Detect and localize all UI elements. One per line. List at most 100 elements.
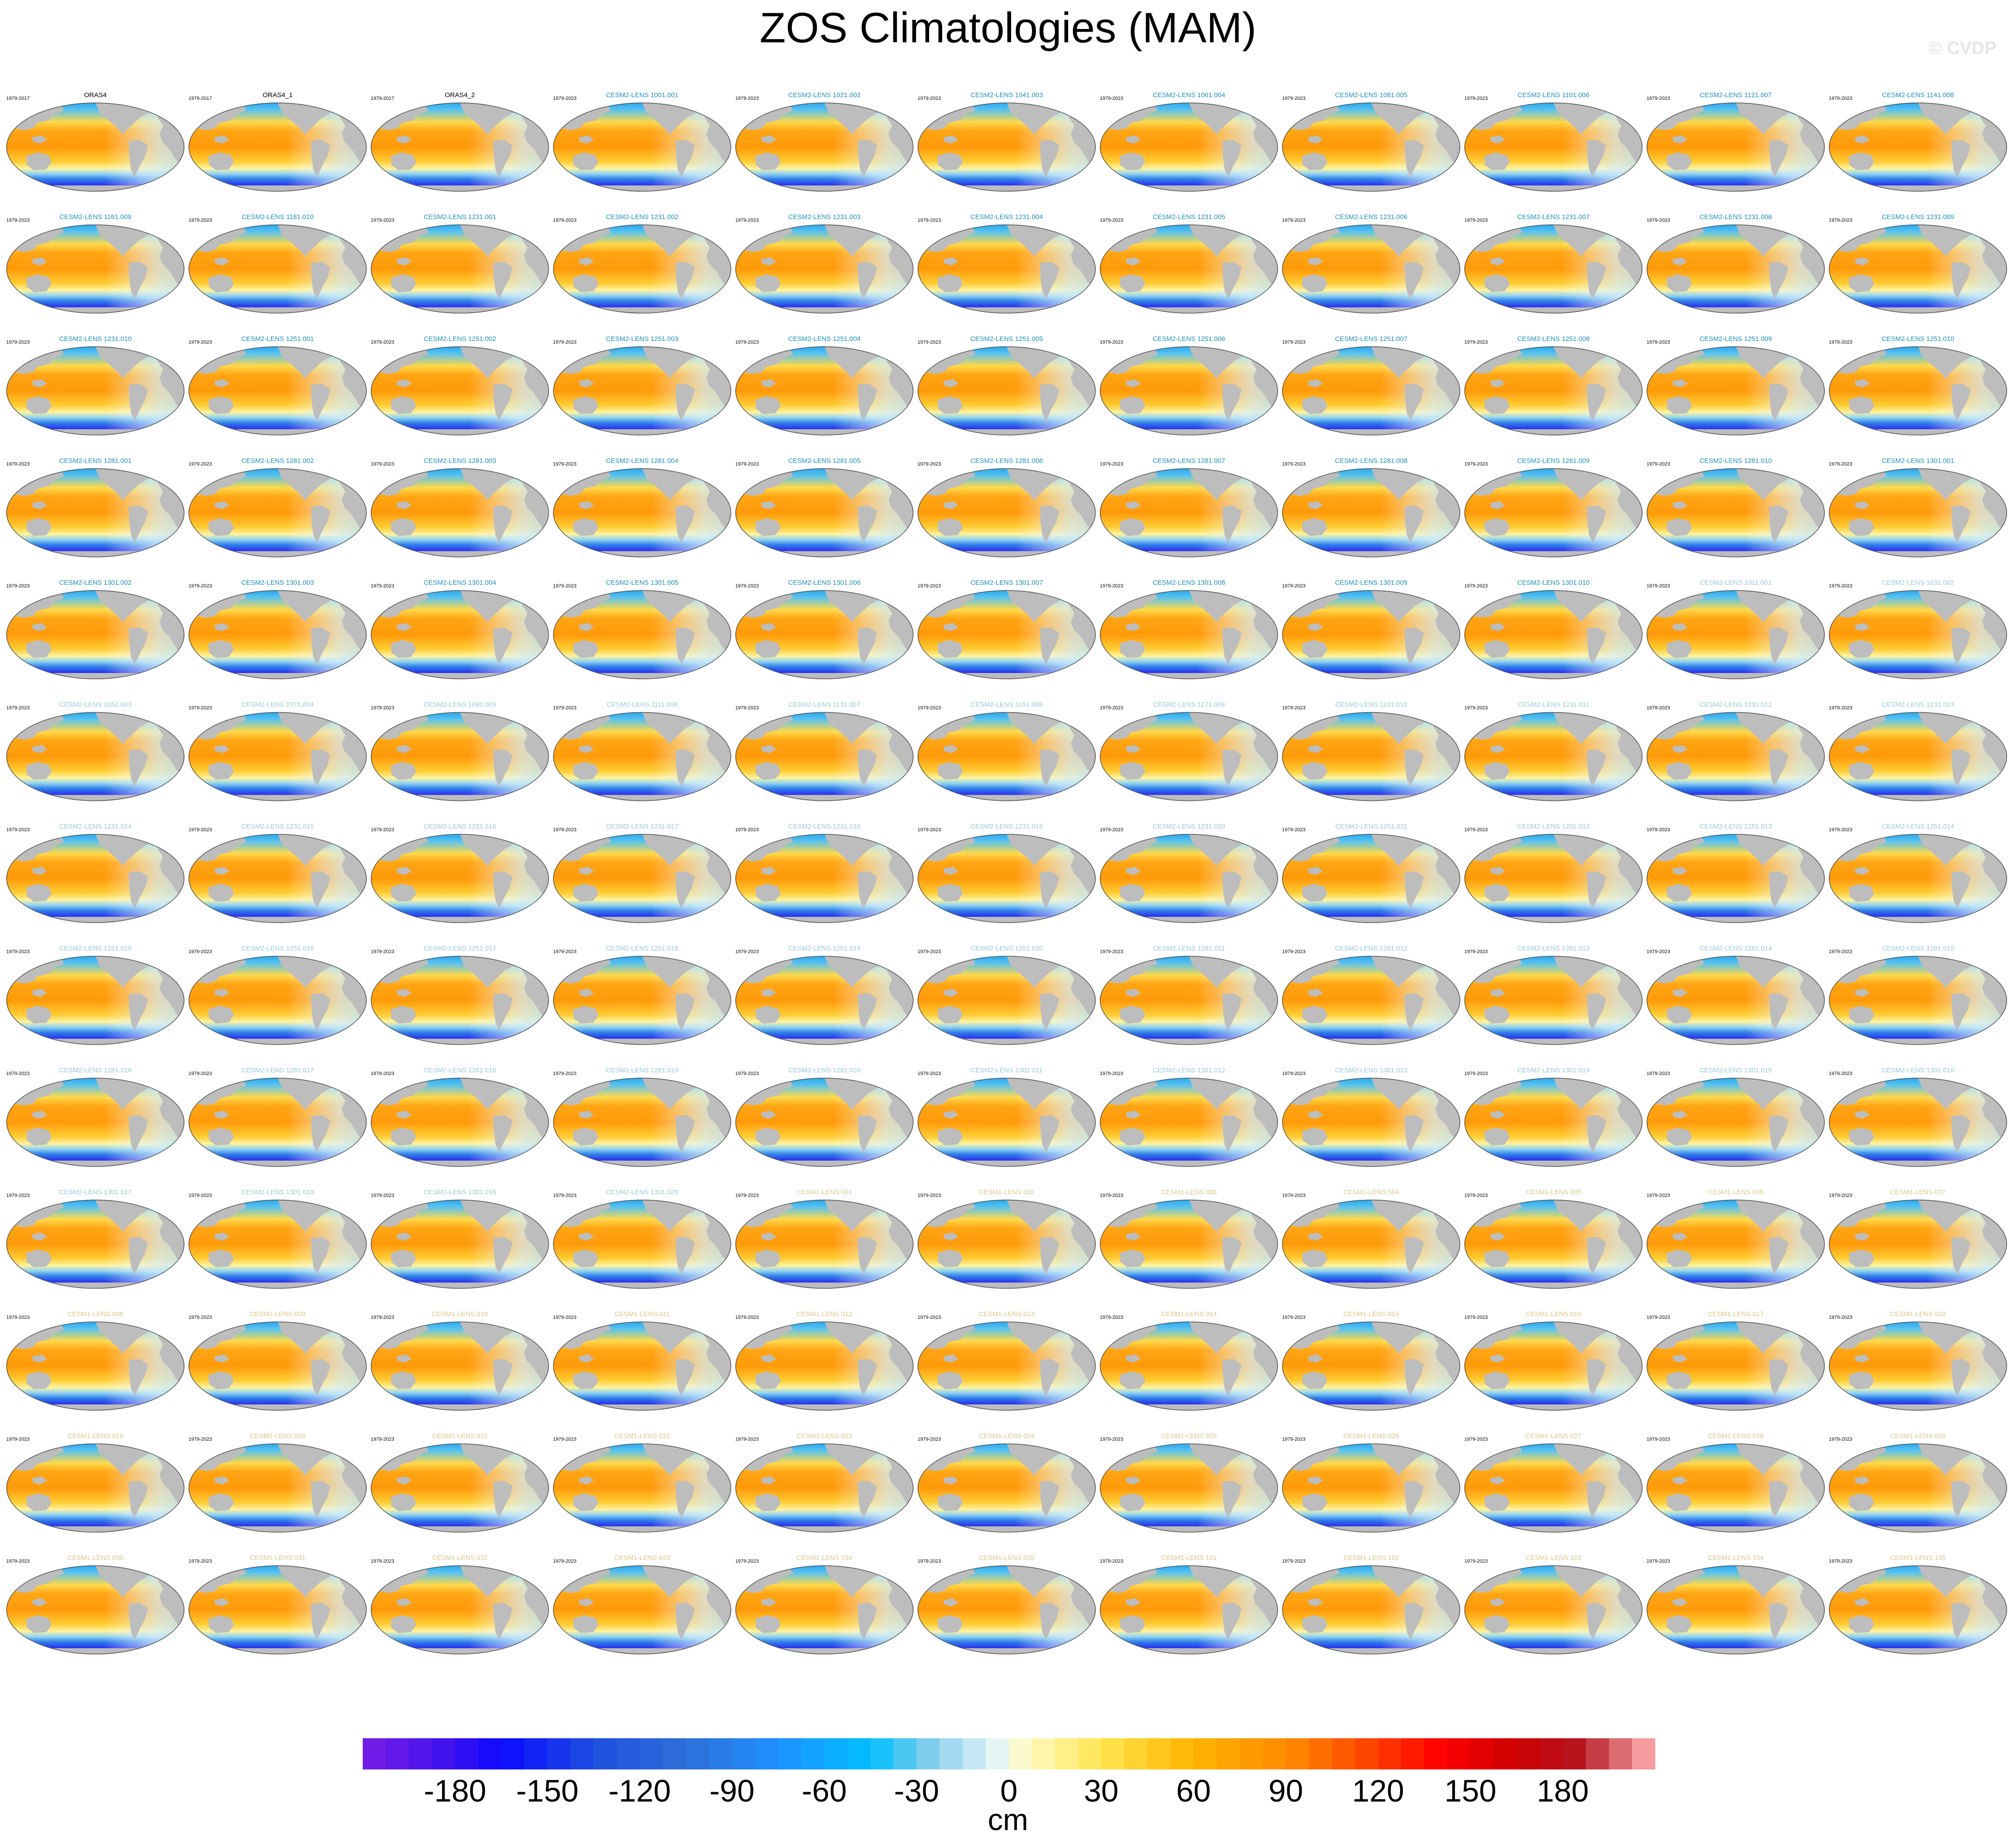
map-panel-field	[1282, 346, 1460, 435]
map-panel: 1979-2023 CESM2-LENS 1281.015	[1829, 945, 2007, 1045]
map-panel-field	[1647, 346, 1825, 435]
colorbar-units: cm	[988, 1803, 1028, 1837]
panel-years: 1979-2023	[735, 827, 759, 833]
map-panel: 1979-2023 CESM2-LENS 1251.007	[1282, 335, 1460, 435]
panel-title: CESM2-LENS 1231.015	[242, 823, 314, 830]
map-panel-field	[1647, 225, 1825, 314]
panel-title: CESM2-LENS 1231.003	[788, 213, 861, 221]
panel-years: 1979-2023	[1464, 1071, 1488, 1076]
map-panel-field	[1100, 103, 1278, 192]
panel-years: 1979-2023	[371, 827, 394, 833]
map-panel: 1979-2023 CESM2-LENS 1301.007	[918, 579, 1096, 679]
panel-title: CESM2-LENS 1161.009	[59, 213, 131, 221]
map-panel-field	[918, 1078, 1096, 1167]
map-panel-field	[553, 590, 731, 679]
panel-title: CESM2-LENS 1121.007	[1700, 91, 1771, 99]
panel-title: ORAS4_2	[445, 91, 475, 99]
panel-years: 1979-2023	[918, 1437, 941, 1442]
panel-years: 1979-2023	[371, 706, 394, 711]
panel-years: 1979-2023	[1100, 949, 1123, 955]
map-panel: 1979-2023 CESM2-LENS 1281.016	[6, 1067, 184, 1167]
map-panel: 1979-2023 CESM2-LENS 1301.017	[6, 1189, 184, 1289]
panel-title: CESM1-LENS 021	[432, 1432, 488, 1440]
panel-years: 1979-2023	[1464, 949, 1488, 955]
panel-title: CESM2-LENS 1031.002	[1882, 579, 1955, 587]
colorbar-tick-label: 0	[1000, 1773, 1018, 1808]
panel-title: CESM2-LENS 1301.020	[606, 1189, 679, 1196]
panel-years: 1979-2023	[1464, 462, 1488, 467]
map-panel-field	[553, 1200, 731, 1289]
map-panel: 1979-2023 CESM2-LENS 1101.006	[1464, 91, 1643, 192]
map-panel-field	[1100, 346, 1278, 435]
panel-title: CESM1-LENS 004	[1343, 1189, 1399, 1196]
map-panel: 1979-2023 CESM2-LENS 1251.002	[371, 335, 549, 435]
map-panel-field	[1464, 1200, 1643, 1289]
map-panel-field	[1829, 956, 2007, 1045]
panel-years: 1979-2023	[371, 218, 394, 223]
panel-years: 1979-2023	[1282, 96, 1306, 101]
panel-title: CESM2-LENS 1101.006	[1517, 91, 1589, 99]
map-panel-field	[918, 1565, 1096, 1654]
colorbar-box	[432, 1738, 455, 1769]
panel-years: 1979-2023	[6, 1071, 30, 1076]
map-panel: 1979-2023 CESM2-LENS 1001.001	[553, 91, 731, 192]
panel-title: CESM1-LENS 023	[796, 1432, 852, 1440]
map-panel: 1979-2023 CESM2-LENS 1281.005	[735, 457, 914, 558]
colorbar-box	[847, 1738, 871, 1769]
panel-title: CESM2-LENS 1151.008	[971, 701, 1042, 709]
colorbar-box	[870, 1738, 894, 1769]
panel-title: CESM1-LENS 003	[1161, 1189, 1217, 1196]
map-panel: 1979-2023 CESM1-LENS 016	[1464, 1310, 1643, 1411]
map-panel: 1979-2023 CESM2-LENS 1301.019	[371, 1189, 549, 1289]
panel-years: 1979-2023	[6, 706, 30, 711]
map-panel-field	[1100, 1322, 1278, 1411]
colorbar-box	[616, 1738, 640, 1769]
panel-years: 1979-2023	[1829, 1559, 1852, 1564]
map-panel-field	[6, 712, 184, 801]
map-panel: 1979-2017 ORAS4	[6, 91, 184, 192]
panel-years: 1979-2023	[1647, 583, 1670, 589]
map-panel: 1979-2023 CESM1-LENS 004	[1282, 1189, 1460, 1289]
panel-years: 1979-2023	[1282, 218, 1306, 223]
panel-title: CESM2-LENS 1301.004	[424, 579, 496, 587]
panel-years: 1979-2023	[371, 462, 394, 467]
panel-years: 1979-2023	[1829, 1315, 1852, 1320]
colorbar-box	[1447, 1738, 1471, 1769]
panel-title: CESM1-LENS 029	[1890, 1432, 1946, 1440]
panel-years: 1979-2023	[553, 218, 577, 223]
map-panel: 1979-2023 CESM2-LENS 1281.007	[1100, 457, 1278, 558]
panel-years: 1979-2023	[1282, 1193, 1306, 1198]
panel-years: 1979-2023	[918, 1071, 941, 1076]
map-panel-field	[371, 956, 549, 1045]
panel-years: 1979-2017	[188, 96, 212, 101]
panel-title: CESM2-LENS 1021.002	[788, 91, 861, 99]
map-panel-field	[1464, 103, 1643, 192]
panel-years: 1979-2023	[1282, 462, 1306, 467]
panel-title: CESM1-LENS 013	[979, 1310, 1034, 1318]
map-panel-field	[1829, 590, 2007, 679]
map-panel: 1979-2023 CESM1-LENS 020	[188, 1432, 367, 1533]
map-panel: 1979-2023 CESM2-LENS 1231.002	[553, 213, 731, 314]
map-panel: 1979-2023 CESM2-LENS 1301.005	[553, 579, 731, 679]
map-panel: 1979-2023 CESM2-LENS 1301.018	[188, 1189, 367, 1289]
map-panel-field	[1464, 1322, 1643, 1411]
panel-years: 1979-2023	[918, 1315, 941, 1320]
panel-title: CESM2-LENS 1301.003	[242, 579, 314, 587]
panel-years: 1979-2023	[735, 462, 759, 467]
colorbar-box	[1493, 1738, 1517, 1769]
map-panel-field	[188, 103, 367, 192]
panel-title: CESM2-LENS 1281.017	[242, 1067, 314, 1074]
map-panel-field	[1100, 956, 1278, 1045]
colorbar-box	[1540, 1738, 1563, 1769]
panel-years: 1979-2023	[1647, 827, 1670, 833]
map-panel-field	[1829, 468, 2007, 558]
panel-years: 1979-2023	[918, 949, 941, 955]
map-panel-field	[1829, 712, 2007, 801]
colorbar-box	[547, 1738, 571, 1769]
panel-years: 1979-2023	[1100, 1559, 1123, 1564]
panel-title: CESM1-LENS 015	[1343, 1310, 1399, 1318]
panel-years: 1979-2017	[6, 96, 30, 101]
colorbar-box	[1193, 1738, 1217, 1769]
panel-years: 1979-2023	[371, 949, 394, 955]
panel-years: 1979-2023	[918, 1193, 941, 1198]
